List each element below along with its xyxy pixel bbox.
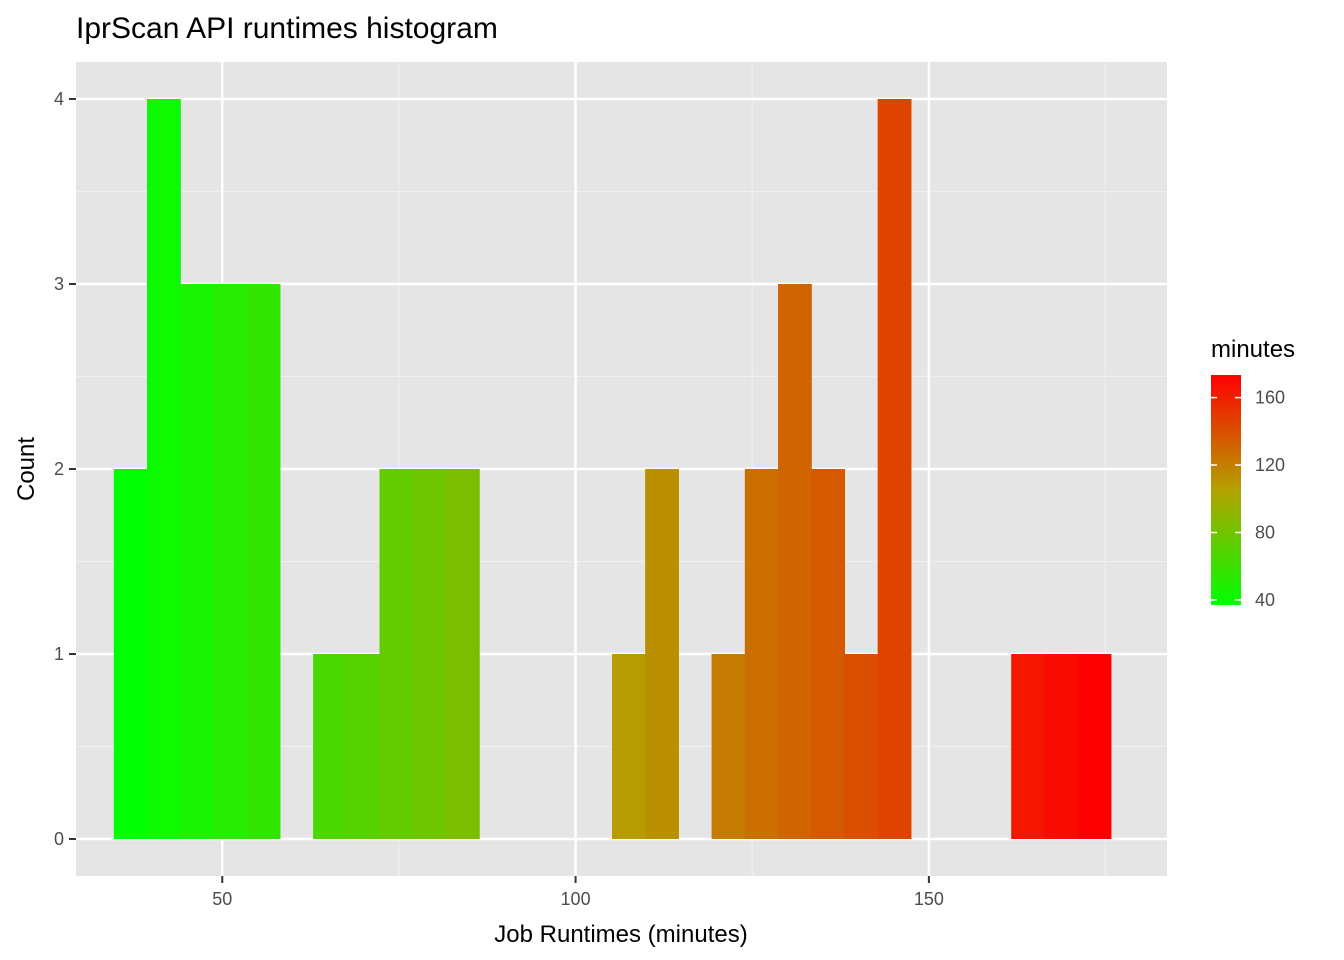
histogram-bar [213,284,248,839]
x-axis: 50 100 150 [212,876,944,909]
y-tick-label: 3 [54,274,64,294]
y-tick-label: 2 [54,459,64,479]
x-tick-label: 50 [212,889,232,909]
y-tick-label: 4 [54,89,64,109]
histogram-bar [147,99,181,839]
histogram-bar [844,654,879,839]
chart-title: IprScan API runtimes histogram [76,12,498,45]
histogram-bar [1077,654,1112,839]
histogram-bar [412,469,447,839]
histogram-bars [113,99,1112,839]
histogram-bar [246,284,281,839]
y-tick-label: 0 [54,829,64,849]
x-tick-label: 100 [561,889,591,909]
color-legend: minutes 40 80 120 160 [1211,336,1295,610]
legend-colorbar [1211,375,1241,605]
histogram-bar [811,469,846,839]
histogram-bar [1011,654,1046,839]
legend-tick-label: 40 [1255,590,1275,610]
histogram-bar [180,284,215,839]
x-axis-title: Job Runtimes (minutes) [494,921,747,948]
histogram-bar [1044,654,1079,839]
y-axis-title: Count [13,437,40,501]
legend-ticks: 40 80 120 160 [1211,388,1285,610]
histogram-bar [346,654,381,839]
histogram-bar [645,469,679,839]
legend-tick-label: 80 [1255,522,1275,542]
legend-tick-label: 160 [1255,388,1285,408]
histogram-bar [313,654,347,839]
legend-title: minutes [1211,336,1295,363]
histogram-bar [711,654,746,839]
y-axis: 0 1 2 3 4 [54,89,76,849]
y-tick-label: 1 [54,644,64,664]
histogram-bar [877,99,912,839]
histogram-bar [113,469,148,839]
legend-tick-label: 120 [1255,455,1285,475]
histogram-bar [744,469,779,839]
histogram-bar [379,469,414,839]
histogram-bar [778,284,812,839]
x-tick-label: 150 [914,889,944,909]
histogram-bar [445,469,480,839]
histogram-bar [611,654,646,839]
